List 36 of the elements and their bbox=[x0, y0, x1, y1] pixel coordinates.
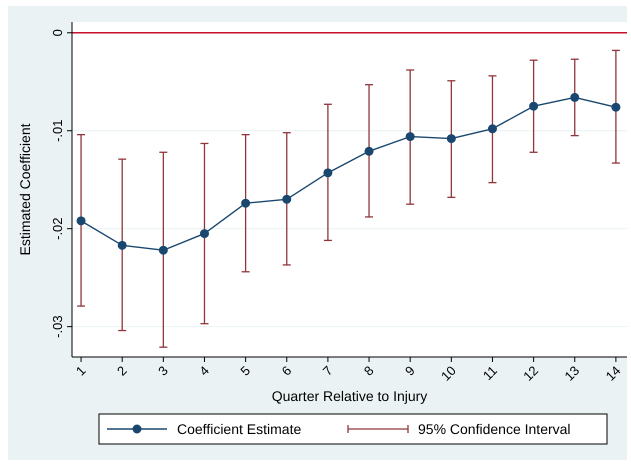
point bbox=[529, 102, 538, 111]
point bbox=[570, 92, 580, 102]
point bbox=[158, 246, 168, 255]
x-tick-label: 10 bbox=[438, 362, 459, 384]
point bbox=[364, 146, 374, 156]
x-tick-label: 9 bbox=[402, 362, 418, 379]
x-tick-label: 2 bbox=[114, 362, 130, 379]
point bbox=[241, 198, 250, 208]
x-tick-label: 3 bbox=[155, 362, 171, 379]
x-tick-label: 6 bbox=[278, 362, 294, 379]
point bbox=[282, 194, 292, 204]
x-tick-label: 8 bbox=[360, 362, 377, 379]
x-tick-label: 5 bbox=[237, 362, 254, 379]
x-tick-label: 4 bbox=[196, 362, 212, 379]
y-tick-label: -.01 bbox=[50, 120, 65, 142]
point bbox=[200, 229, 209, 238]
x-tick-label: 14 bbox=[602, 362, 624, 384]
point bbox=[76, 216, 86, 226]
y-tick-label: -.03 bbox=[50, 315, 65, 338]
point bbox=[406, 132, 415, 142]
y-tick-label: -.02 bbox=[50, 217, 65, 240]
x-tick-label: 12 bbox=[520, 362, 542, 384]
y-tick-label: 0 bbox=[50, 29, 65, 36]
point bbox=[488, 124, 497, 134]
x-tick-label: 1 bbox=[72, 362, 89, 379]
point bbox=[118, 240, 127, 250]
legend-label: Coefficient Estimate bbox=[177, 421, 302, 437]
x-tick-label: 13 bbox=[561, 362, 582, 384]
point bbox=[611, 102, 620, 112]
text: 95% Confidence Interval bbox=[418, 421, 571, 437]
x-tick-label: 7 bbox=[320, 362, 336, 379]
x-tick-label: 11 bbox=[480, 362, 500, 384]
x-axis-title: Quarter Relative to Injury bbox=[272, 388, 428, 404]
point bbox=[446, 134, 456, 144]
point bbox=[323, 168, 332, 178]
y-axis-title: Estimated Coefficient bbox=[17, 123, 33, 256]
